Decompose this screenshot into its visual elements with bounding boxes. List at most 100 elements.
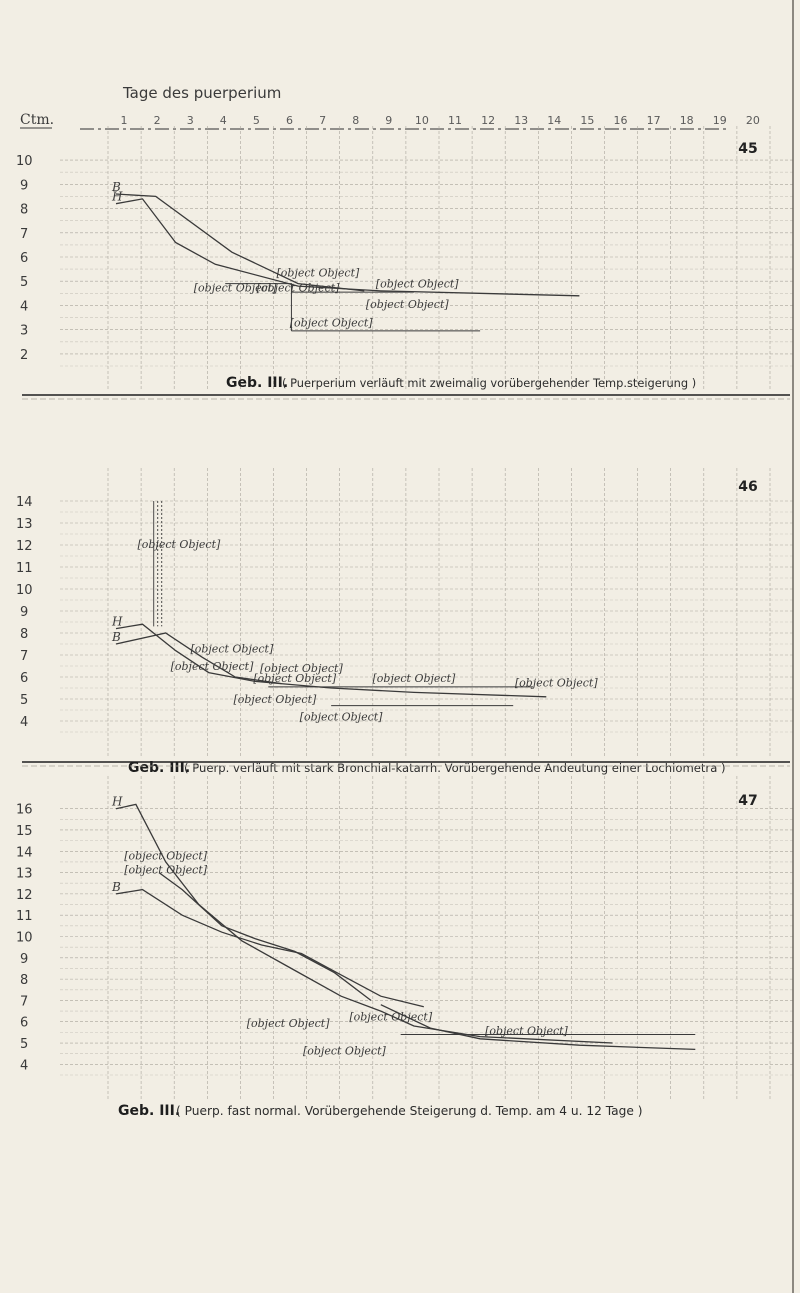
series-line xyxy=(115,198,580,297)
caption-text: ( Puerp. verläuft mit stark Bronchial-ka… xyxy=(184,761,726,775)
x-tick-label: 5 xyxy=(253,114,260,127)
annotation: [object Object] xyxy=(253,672,337,685)
x-tick-label: 4 xyxy=(220,114,227,127)
y-tick-label: 9 xyxy=(20,952,28,967)
caption-text: ( Puerperium verläuft mit zweimalig vorü… xyxy=(282,376,696,390)
series-line xyxy=(115,623,547,698)
annotation: [object Object] xyxy=(190,642,274,655)
y-tick-label: 4 xyxy=(20,715,28,730)
annotation: [object Object] xyxy=(171,660,255,673)
x-tick-label: 10 xyxy=(415,114,429,127)
annotation: [object Object] xyxy=(137,538,221,551)
series-line xyxy=(115,193,365,292)
y-tick-label: 11 xyxy=(16,561,33,576)
x-tick-label: 2 xyxy=(154,114,161,127)
x-tick-label: 19 xyxy=(713,114,727,127)
y-tick-label: 12 xyxy=(16,888,33,903)
annotation: [object Object] xyxy=(260,662,344,675)
series-line xyxy=(158,872,372,1001)
y-tick-label: 6 xyxy=(20,671,28,686)
x-tick-label: 3 xyxy=(187,114,194,127)
y-tick-label: 5 xyxy=(20,1037,28,1052)
bracket-line xyxy=(225,283,292,331)
x-tick-label: 11 xyxy=(448,114,462,127)
y-tick-label: 14 xyxy=(16,845,33,860)
y-tick-label: 8 xyxy=(20,627,28,642)
y-tick-label: 13 xyxy=(16,867,33,882)
x-tick-label: 12 xyxy=(481,114,495,127)
series-line xyxy=(380,1004,696,1051)
annotation: [object Object] xyxy=(485,1024,569,1037)
grid xyxy=(60,776,795,1099)
y-tick-label: 4 xyxy=(20,1058,28,1073)
y-tick-label: 12 xyxy=(16,539,33,554)
annotation: [object Object] xyxy=(124,850,208,863)
y-tick-label: 7 xyxy=(20,227,28,242)
caption-label: Geb. III. xyxy=(118,1103,180,1119)
series-label: H xyxy=(111,190,123,204)
y-tick-label: 8 xyxy=(20,973,28,988)
annotation: [object Object] xyxy=(233,693,317,706)
x-tick-label: 18 xyxy=(680,114,694,127)
x-tick-label: 17 xyxy=(647,114,661,127)
plate-number: 46 xyxy=(738,479,757,495)
y-tick-label: 9 xyxy=(20,178,28,193)
x-tick-label: 1 xyxy=(121,114,128,127)
y-tick-label: 14 xyxy=(16,495,33,510)
y-tick-label: 5 xyxy=(20,693,28,708)
caption-label: Geb. III. xyxy=(128,760,190,776)
annotation: [object Object] xyxy=(277,267,361,280)
series-line xyxy=(115,888,424,1008)
series-label: B xyxy=(111,180,121,194)
y-tick-label: 7 xyxy=(20,649,28,664)
annotation: [object Object] xyxy=(366,298,450,311)
annotation: [object Object] xyxy=(290,316,374,329)
y-tick-label: 11 xyxy=(16,909,33,924)
y-tick-label: 10 xyxy=(16,931,33,946)
y-tick-label: 7 xyxy=(20,994,28,1009)
series-label: H xyxy=(111,795,123,809)
annotation: [object Object] xyxy=(303,1044,387,1057)
x-tick-label: 9 xyxy=(385,114,392,127)
x-tick-label: 14 xyxy=(547,114,561,127)
y-tick-label: 6 xyxy=(20,1016,28,1031)
y-tick-label: 10 xyxy=(16,583,33,598)
y-unit-label: Ctm. xyxy=(20,112,54,128)
x-tick-label: 13 xyxy=(514,114,528,127)
y-tick-label: 4 xyxy=(20,299,28,314)
y-tick-label: 15 xyxy=(16,824,33,839)
annotation: [object Object] xyxy=(515,677,599,690)
y-tick-label: 8 xyxy=(20,203,28,218)
y-tick-label: 9 xyxy=(20,605,28,620)
grid xyxy=(60,126,795,390)
y-tick-label: 16 xyxy=(16,803,33,818)
x-tick-label: 16 xyxy=(614,114,628,127)
caption: Geb. III.( Puerp. verläuft mit stark Bro… xyxy=(128,760,726,776)
caption: Geb. III.( Puerperium verläuft mit zweim… xyxy=(226,375,696,391)
x-tick-label: 20 xyxy=(746,114,760,127)
annotation: [object Object] xyxy=(257,281,341,294)
y-tick-label: 10 xyxy=(16,154,33,169)
plate-47: 1615141312111098765447HBTemp.H. Wd. d. u… xyxy=(16,776,795,1119)
x-tick-label: 7 xyxy=(319,114,326,127)
annotation: [object Object] xyxy=(194,281,278,294)
series-label: B xyxy=(111,630,121,644)
y-tick-label: 2 xyxy=(20,348,28,363)
series-label: B xyxy=(111,880,121,894)
grid xyxy=(60,468,795,756)
annotation: [object Object] xyxy=(124,863,208,876)
plate-number: 45 xyxy=(738,141,757,157)
series-label: H xyxy=(111,615,123,629)
caption-label: Geb. III. xyxy=(226,375,288,391)
annotation: [object Object] xyxy=(349,1010,433,1023)
x-tick-label: 8 xyxy=(352,114,359,127)
y-tick-label: 3 xyxy=(20,324,28,339)
chart-header-text: Tage des puerperium xyxy=(122,84,281,102)
caption: Geb. III.( Puerp. fast normal. Vorüberge… xyxy=(118,1103,642,1119)
series-line xyxy=(115,632,282,685)
y-tick-label: 6 xyxy=(20,251,28,266)
annotation: [object Object] xyxy=(300,711,384,724)
